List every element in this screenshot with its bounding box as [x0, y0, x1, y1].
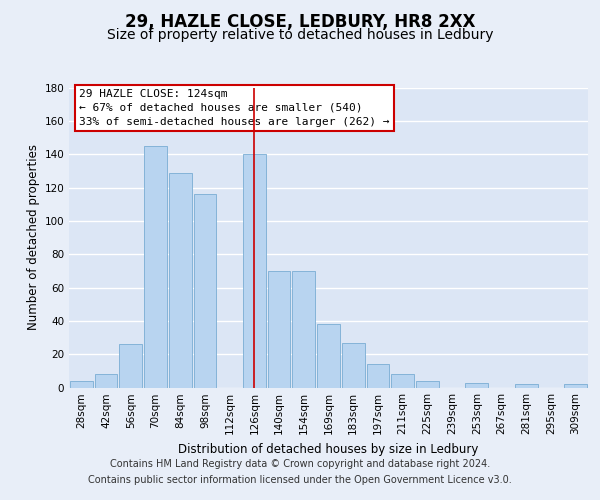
- Bar: [268, 271, 290, 388]
- Bar: [416, 381, 439, 388]
- Bar: [564, 384, 587, 388]
- X-axis label: Distribution of detached houses by size in Ledbury: Distribution of detached houses by size …: [178, 443, 479, 456]
- Text: Contains HM Land Registry data © Crown copyright and database right 2024.: Contains HM Land Registry data © Crown c…: [110, 459, 490, 469]
- Bar: [342, 342, 365, 388]
- Text: 29, HAZLE CLOSE, LEDBURY, HR8 2XX: 29, HAZLE CLOSE, LEDBURY, HR8 2XX: [125, 14, 475, 32]
- Bar: [194, 194, 216, 388]
- Bar: [243, 154, 266, 388]
- Bar: [292, 271, 315, 388]
- Bar: [119, 344, 142, 388]
- Bar: [95, 374, 118, 388]
- Bar: [466, 382, 488, 388]
- Text: 29 HAZLE CLOSE: 124sqm
← 67% of detached houses are smaller (540)
33% of semi-de: 29 HAZLE CLOSE: 124sqm ← 67% of detached…: [79, 89, 390, 127]
- Bar: [144, 146, 167, 388]
- Bar: [70, 381, 93, 388]
- Text: Contains public sector information licensed under the Open Government Licence v3: Contains public sector information licen…: [88, 475, 512, 485]
- Bar: [169, 172, 191, 388]
- Bar: [317, 324, 340, 388]
- Bar: [515, 384, 538, 388]
- Text: Size of property relative to detached houses in Ledbury: Size of property relative to detached ho…: [107, 28, 493, 42]
- Bar: [367, 364, 389, 388]
- Bar: [391, 374, 414, 388]
- Y-axis label: Number of detached properties: Number of detached properties: [27, 144, 40, 330]
